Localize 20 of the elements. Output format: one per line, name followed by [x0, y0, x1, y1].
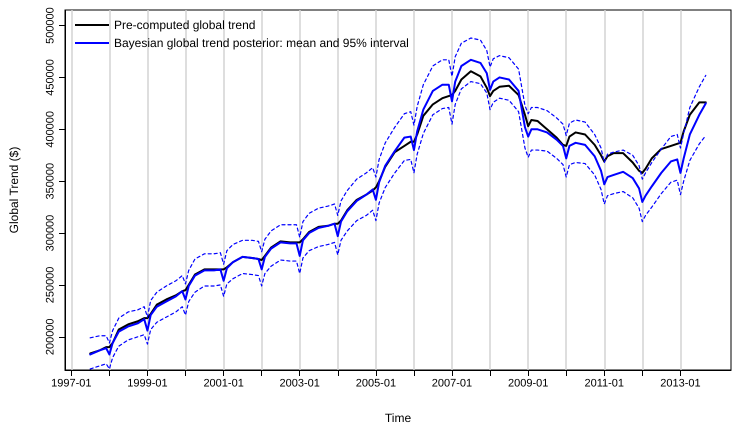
y-tick-label: 350000	[44, 162, 56, 200]
x-tick-label: 2003-01	[280, 378, 320, 390]
x-tick-label: 1997-01	[51, 378, 92, 390]
y-tick-label: 250000	[44, 266, 56, 304]
y-tick-label: 400000	[44, 110, 56, 148]
x-tick-label: 2013-01	[660, 378, 701, 390]
x-tick-label: 2005-01	[356, 378, 396, 390]
x-tick-label: 2009-01	[508, 378, 548, 390]
legend-label: Bayesian global trend posterior: mean and 95% interval	[114, 36, 409, 50]
y-tick-label: 300000	[44, 214, 56, 252]
x-tick-label: 2001-01	[203, 378, 244, 390]
y-tick-label: 500000	[44, 7, 56, 44]
y-tick-label: 200000	[44, 318, 56, 356]
y-tick-label: 450000	[44, 59, 56, 96]
y-axis-title: Global Trend ($)	[7, 146, 21, 234]
x-axis-title: Time	[384, 411, 412, 425]
x-tick-label: 1999-01	[127, 378, 168, 390]
legend-label: Pre-computed global trend	[114, 18, 256, 32]
x-tick-label: 2007-01	[432, 378, 472, 390]
x-tick-label: 2011-01	[584, 378, 624, 390]
